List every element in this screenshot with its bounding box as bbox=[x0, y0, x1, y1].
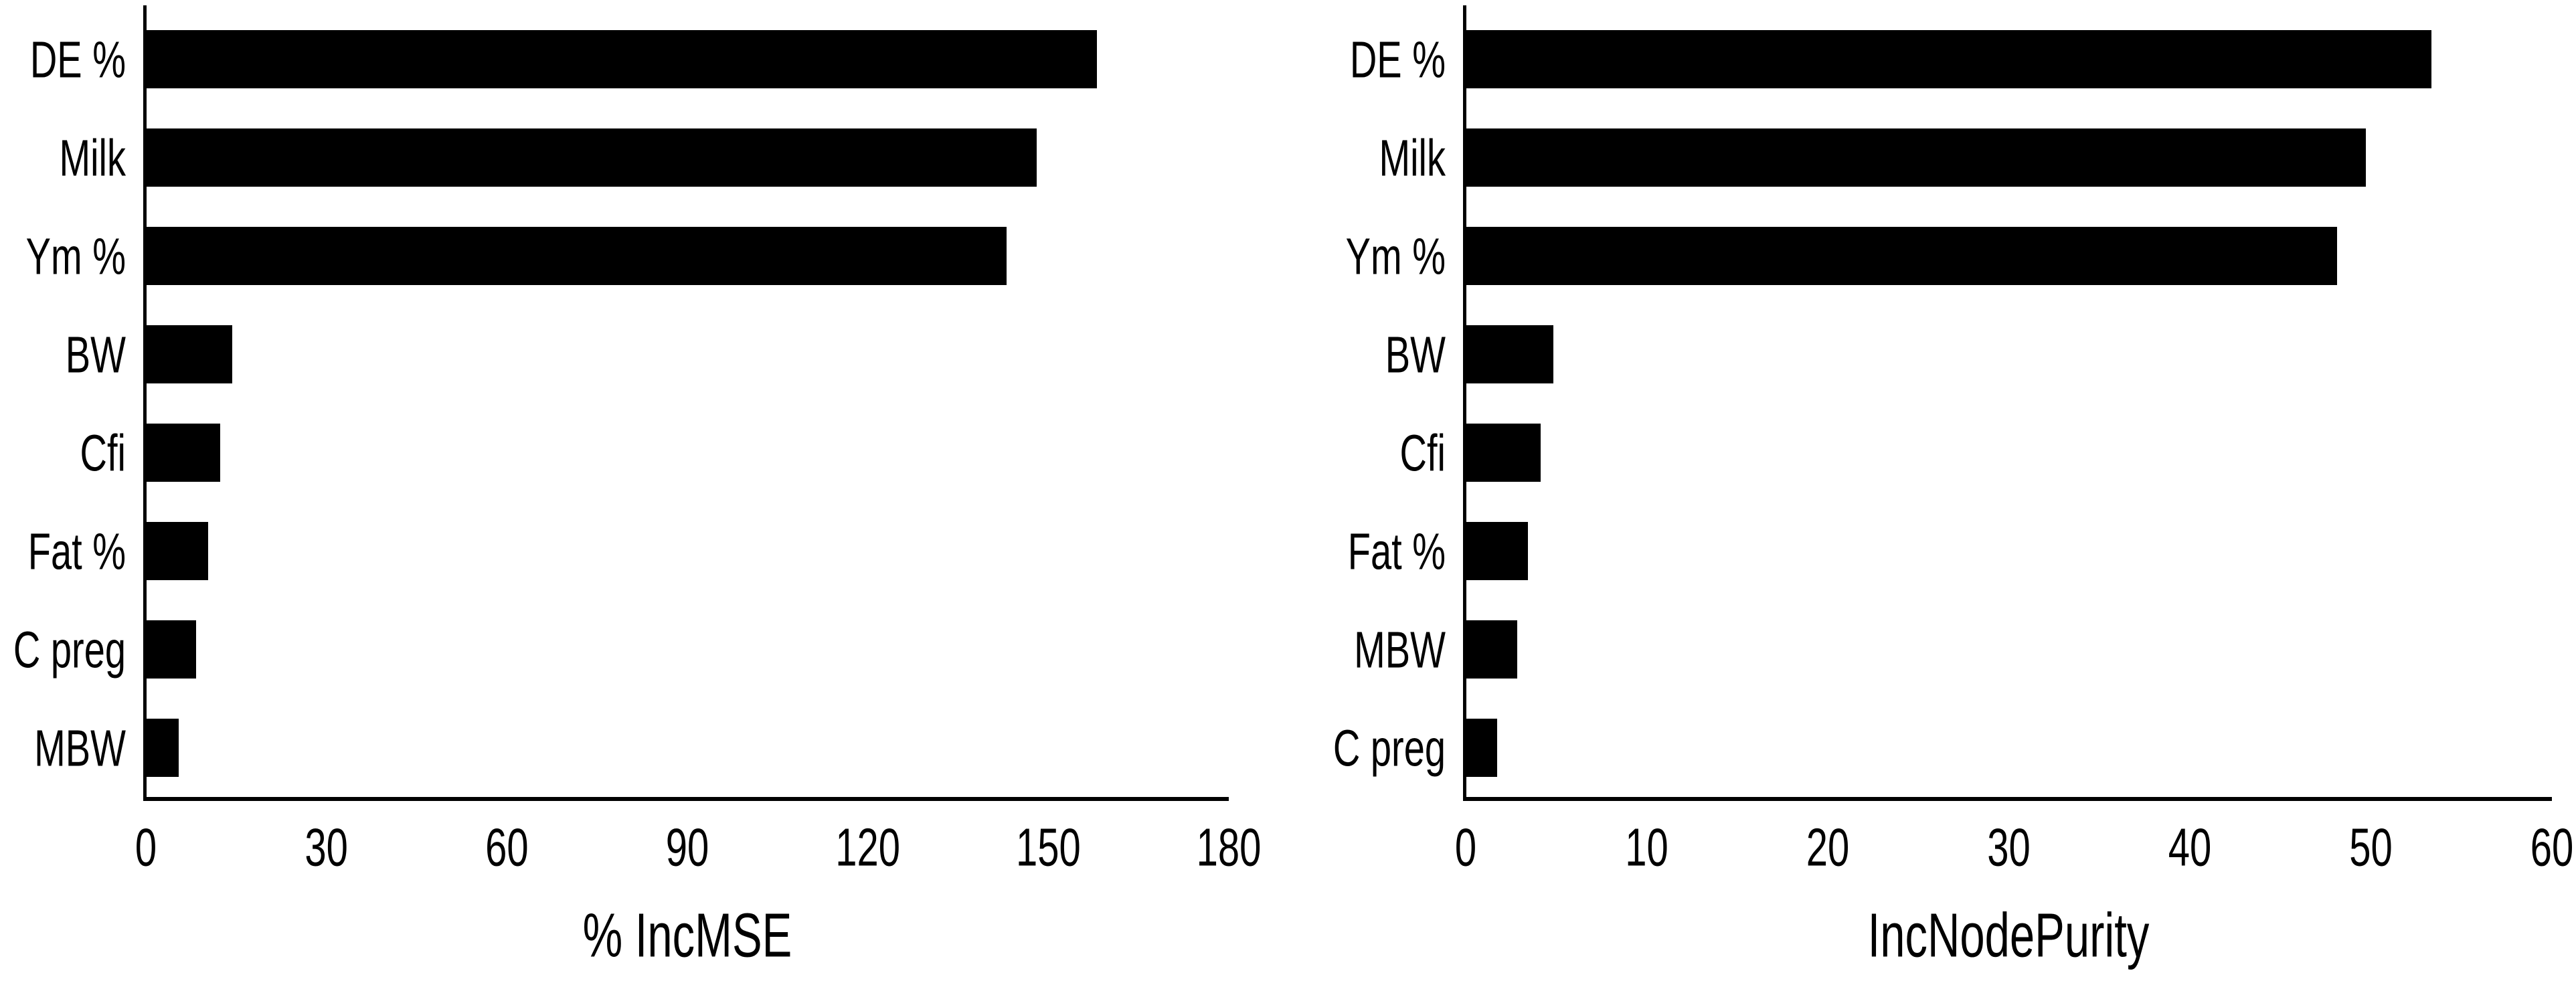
x-tick-label-text: 20 bbox=[1806, 817, 1850, 878]
x-axis-line bbox=[143, 797, 1229, 801]
category-label: DE % bbox=[1144, 30, 1446, 88]
category-label-text: BW bbox=[65, 325, 126, 383]
bar-fat bbox=[147, 522, 208, 580]
category-label-text: BW bbox=[1385, 325, 1446, 383]
category-label-text: Cfi bbox=[80, 424, 126, 482]
category-label: Milk bbox=[0, 128, 126, 187]
x-tick-label-text: 60 bbox=[2530, 817, 2574, 878]
bar-mbw bbox=[147, 719, 179, 777]
x-tick-label: 30 bbox=[1929, 818, 2089, 878]
x-tick-label-text: 150 bbox=[1015, 817, 1081, 878]
category-label-text: MBW bbox=[34, 719, 126, 777]
category-label: Fat % bbox=[1144, 522, 1446, 580]
x-axis-label: IncNodePurity bbox=[1473, 901, 2544, 971]
bar-ym bbox=[147, 227, 1007, 285]
category-label-text: Milk bbox=[1379, 128, 1446, 187]
y-axis-line bbox=[1463, 5, 1466, 801]
category-label-text: DE % bbox=[1349, 30, 1446, 88]
bar-fat bbox=[1466, 522, 1528, 580]
x-tick-label: 50 bbox=[2291, 818, 2452, 878]
x-tick-label-text: 10 bbox=[1625, 817, 1668, 878]
bar-milk bbox=[1466, 128, 2367, 187]
category-label-text: Fat % bbox=[27, 522, 126, 580]
x-tick-label-text: 30 bbox=[1987, 817, 2031, 878]
category-label-text: Cfi bbox=[1399, 424, 1446, 482]
category-label-text: MBW bbox=[1354, 620, 1446, 679]
x-tick-label-text: 0 bbox=[1454, 817, 1477, 878]
category-label: Ym % bbox=[0, 227, 126, 285]
x-tick-label: 60 bbox=[2472, 818, 2576, 878]
bar-cfi bbox=[147, 424, 220, 482]
x-tick-label: 90 bbox=[607, 818, 768, 878]
x-tick-label-text: 0 bbox=[135, 817, 157, 878]
x-tick-label: 30 bbox=[246, 818, 407, 878]
category-label-text: Ym % bbox=[1345, 227, 1446, 285]
category-label: Fat % bbox=[0, 522, 126, 580]
category-label: Milk bbox=[1144, 128, 1446, 187]
bar-c-preg bbox=[1466, 719, 1497, 777]
x-tick-label-text: 60 bbox=[485, 817, 529, 878]
x-tick-label: 150 bbox=[968, 818, 1128, 878]
category-label: Cfi bbox=[1144, 424, 1446, 482]
category-label-text: Ym % bbox=[25, 227, 126, 285]
x-tick-label-text: 30 bbox=[305, 817, 348, 878]
x-tick-label-text: 50 bbox=[2349, 817, 2393, 878]
category-label: DE % bbox=[0, 30, 126, 88]
category-label: Ym % bbox=[1144, 227, 1446, 285]
x-tick-label-text: 180 bbox=[1196, 817, 1262, 878]
bar-cfi bbox=[1466, 424, 1541, 482]
y-axis-line bbox=[143, 5, 147, 801]
category-label: C preg bbox=[0, 620, 126, 679]
x-tick-label-text: 90 bbox=[665, 817, 709, 878]
category-label-text: C preg bbox=[1333, 719, 1446, 777]
bar-ym bbox=[1466, 227, 2338, 285]
category-label: BW bbox=[0, 325, 126, 383]
x-tick-label: 40 bbox=[2110, 818, 2270, 878]
category-label-text: DE % bbox=[29, 30, 126, 88]
x-tick-label-text: 120 bbox=[835, 817, 901, 878]
x-axis-label-text: IncNodePurity bbox=[1867, 901, 2150, 971]
x-tick-label-text: 40 bbox=[2168, 817, 2212, 878]
bar-c-preg bbox=[147, 620, 196, 679]
bar-milk bbox=[147, 128, 1037, 187]
x-tick-label: 60 bbox=[426, 818, 587, 878]
bar-bw bbox=[1466, 325, 1553, 383]
x-axis-label-text: % IncMSE bbox=[582, 901, 792, 971]
category-label: BW bbox=[1144, 325, 1446, 383]
x-tick-label: 120 bbox=[788, 818, 948, 878]
x-tick-label: 20 bbox=[1747, 818, 1908, 878]
category-label-text: Fat % bbox=[1347, 522, 1446, 580]
x-tick-label: 10 bbox=[1567, 818, 1727, 878]
category-label: C preg bbox=[1144, 719, 1446, 777]
category-label-text: Milk bbox=[59, 128, 126, 187]
x-axis-line bbox=[1463, 797, 2552, 801]
x-tick-label: 0 bbox=[66, 818, 226, 878]
bar-bw bbox=[147, 325, 232, 383]
bar-mbw bbox=[1466, 620, 1517, 679]
bar-de bbox=[147, 30, 1098, 88]
x-axis-label: % IncMSE bbox=[152, 901, 1223, 971]
category-label: MBW bbox=[0, 719, 126, 777]
bar-de bbox=[1466, 30, 2431, 88]
category-label: MBW bbox=[1144, 620, 1446, 679]
x-tick-label: 180 bbox=[1148, 818, 1309, 878]
category-label: Cfi bbox=[0, 424, 126, 482]
category-label-text: C preg bbox=[13, 620, 126, 679]
x-tick-label: 0 bbox=[1385, 818, 1546, 878]
